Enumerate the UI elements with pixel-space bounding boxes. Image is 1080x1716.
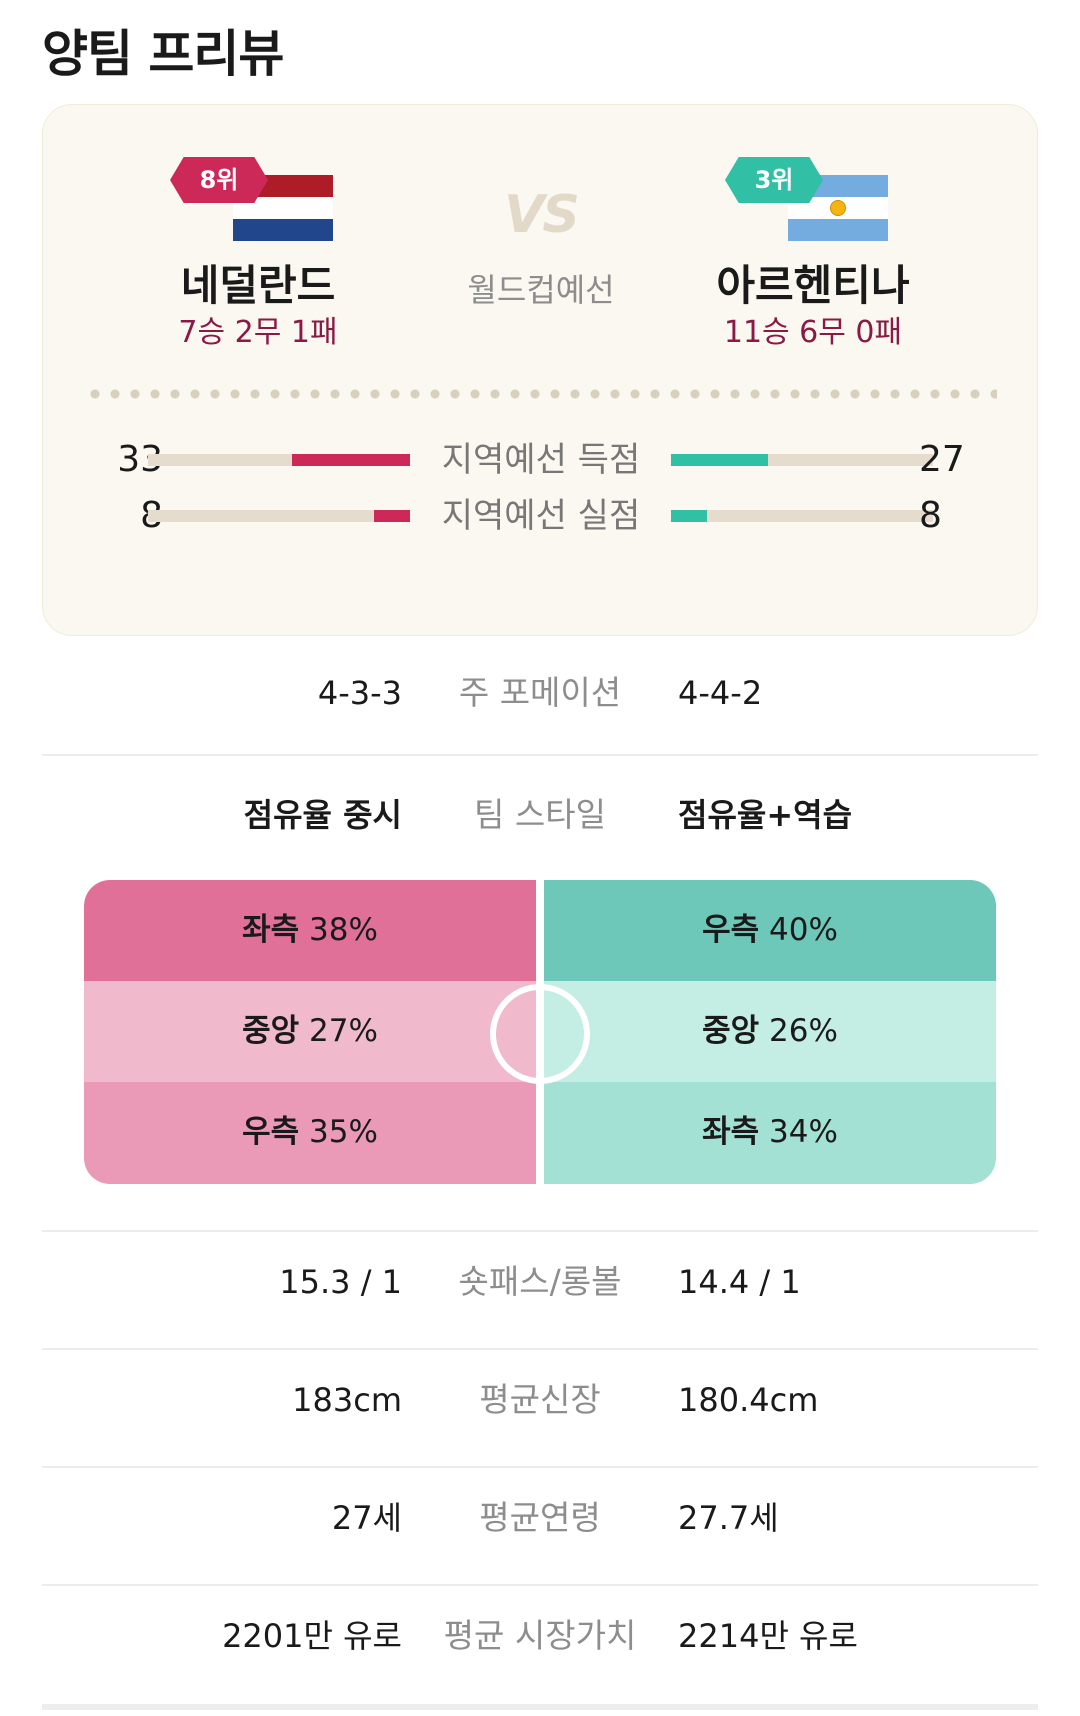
away-formation: 4-4-2: [678, 674, 763, 712]
attack-zone-pitch: 좌측 38% 중앙 27% 우측 35% 우측 40% 중앙 26% 좌측 34…: [84, 880, 996, 1184]
pass-ratio-label: 숏패스/롱볼: [458, 1262, 622, 1301]
home-team-record: 7승 2무 1패: [178, 315, 338, 350]
home-goals-conceded-bar: [148, 510, 410, 522]
market-value-row: 2201만 유로 평균 시장가치 2214만 유로: [42, 1584, 1038, 1702]
formation-label: 주 포메이션: [458, 673, 622, 712]
away-team: 3위 아르헨티나 11승 6무 0패: [663, 157, 963, 353]
home-goals-scored: 33: [117, 439, 163, 480]
home-team-style: 점유율 중시: [243, 796, 402, 834]
home-goals-conceded: 8: [43, 491, 163, 541]
goals-conceded-label: 지역예선 실점: [441, 496, 641, 536]
away-team-style: 점유율+역습: [678, 796, 853, 834]
home-formation: 4-3-3: [317, 674, 402, 712]
goals-scored-row: 33 지역예선 득점 27: [43, 435, 1039, 485]
away-team-record: 11승 6무 0패: [723, 315, 903, 350]
home-stat-fill: [291, 454, 410, 466]
away-market-value: 2214만 유로: [678, 1617, 858, 1655]
market-value-label: 평균 시장가치: [443, 1616, 637, 1655]
away-pass-ratio: 14.4 / 1: [678, 1263, 801, 1301]
away-zone-right: 우측 40%: [544, 880, 996, 981]
vs-label: VS: [504, 185, 580, 245]
away-zone-center: 중앙 26%: [544, 981, 996, 1082]
away-zone-left: 좌측 34%: [544, 1082, 996, 1184]
team-style-row: 점유율 중시 팀 스타일 점유율+역습: [42, 754, 1038, 864]
home-market-value: 2201만 유로: [222, 1617, 402, 1655]
home-pass-ratio: 15.3 / 1: [279, 1263, 402, 1301]
away-stat-fill: [671, 510, 707, 522]
home-avg-age: 27세: [331, 1499, 402, 1537]
home-team-name: 네덜란드: [180, 261, 336, 310]
avg-age-row: 27세 평균연령 27.7세: [42, 1466, 1038, 1570]
dotted-divider: [85, 387, 997, 401]
home-avg-height: 183cm: [292, 1381, 402, 1419]
avg-height-row: 183cm 평균신장 180.4cm: [42, 1348, 1038, 1452]
away-avg-age: 27.7세: [678, 1499, 779, 1537]
home-team: 8위 네덜란드 7승 2무 1패: [108, 157, 408, 353]
competition-label: 월드컵예선: [467, 271, 615, 309]
away-goals-scored: 27: [919, 439, 965, 480]
goals-scored-label: 지역예선 득점: [441, 440, 641, 480]
home-zone-left: 좌측 38%: [84, 880, 536, 981]
away-avg-height: 180.4cm: [678, 1381, 819, 1419]
home-rank-badge: 8위: [170, 157, 268, 203]
away-goals-conceded: 8: [919, 495, 942, 536]
match-preview-card: 8위 네덜란드 7승 2무 1패 VS 월드컵예선 3위 아르헨티나 11승 6…: [42, 104, 1038, 636]
home-zone-center: 중앙 27%: [84, 981, 536, 1082]
pitch-center-circle: [490, 984, 590, 1084]
away-team-name: 아르헨티나: [716, 261, 910, 310]
away-stat-fill: [671, 454, 768, 466]
bottom-divider: [42, 1704, 1038, 1710]
away-goals-conceded-bar: [671, 510, 933, 522]
home-goals-scored-bar: [148, 454, 410, 466]
avg-age-label: 평균연령: [479, 1498, 601, 1537]
team-style-label: 팀 스타일: [474, 795, 606, 834]
avg-height-label: 평균신장: [479, 1380, 601, 1419]
away-rank-badge: 3위: [725, 157, 823, 203]
home-zone-right: 우측 35%: [84, 1082, 536, 1184]
pass-ratio-row: 15.3 / 1 숏패스/롱볼 14.4 / 1: [42, 1230, 1038, 1334]
away-goals-scored-bar: [671, 454, 933, 466]
home-stat-fill: [374, 510, 410, 522]
page-title: 양팀 프리뷰: [42, 25, 284, 83]
formation-row: 4-3-3 주 포메이션 4-4-2: [42, 648, 1038, 754]
goals-conceded-row: 8 지역예선 실점 8: [43, 491, 1039, 541]
